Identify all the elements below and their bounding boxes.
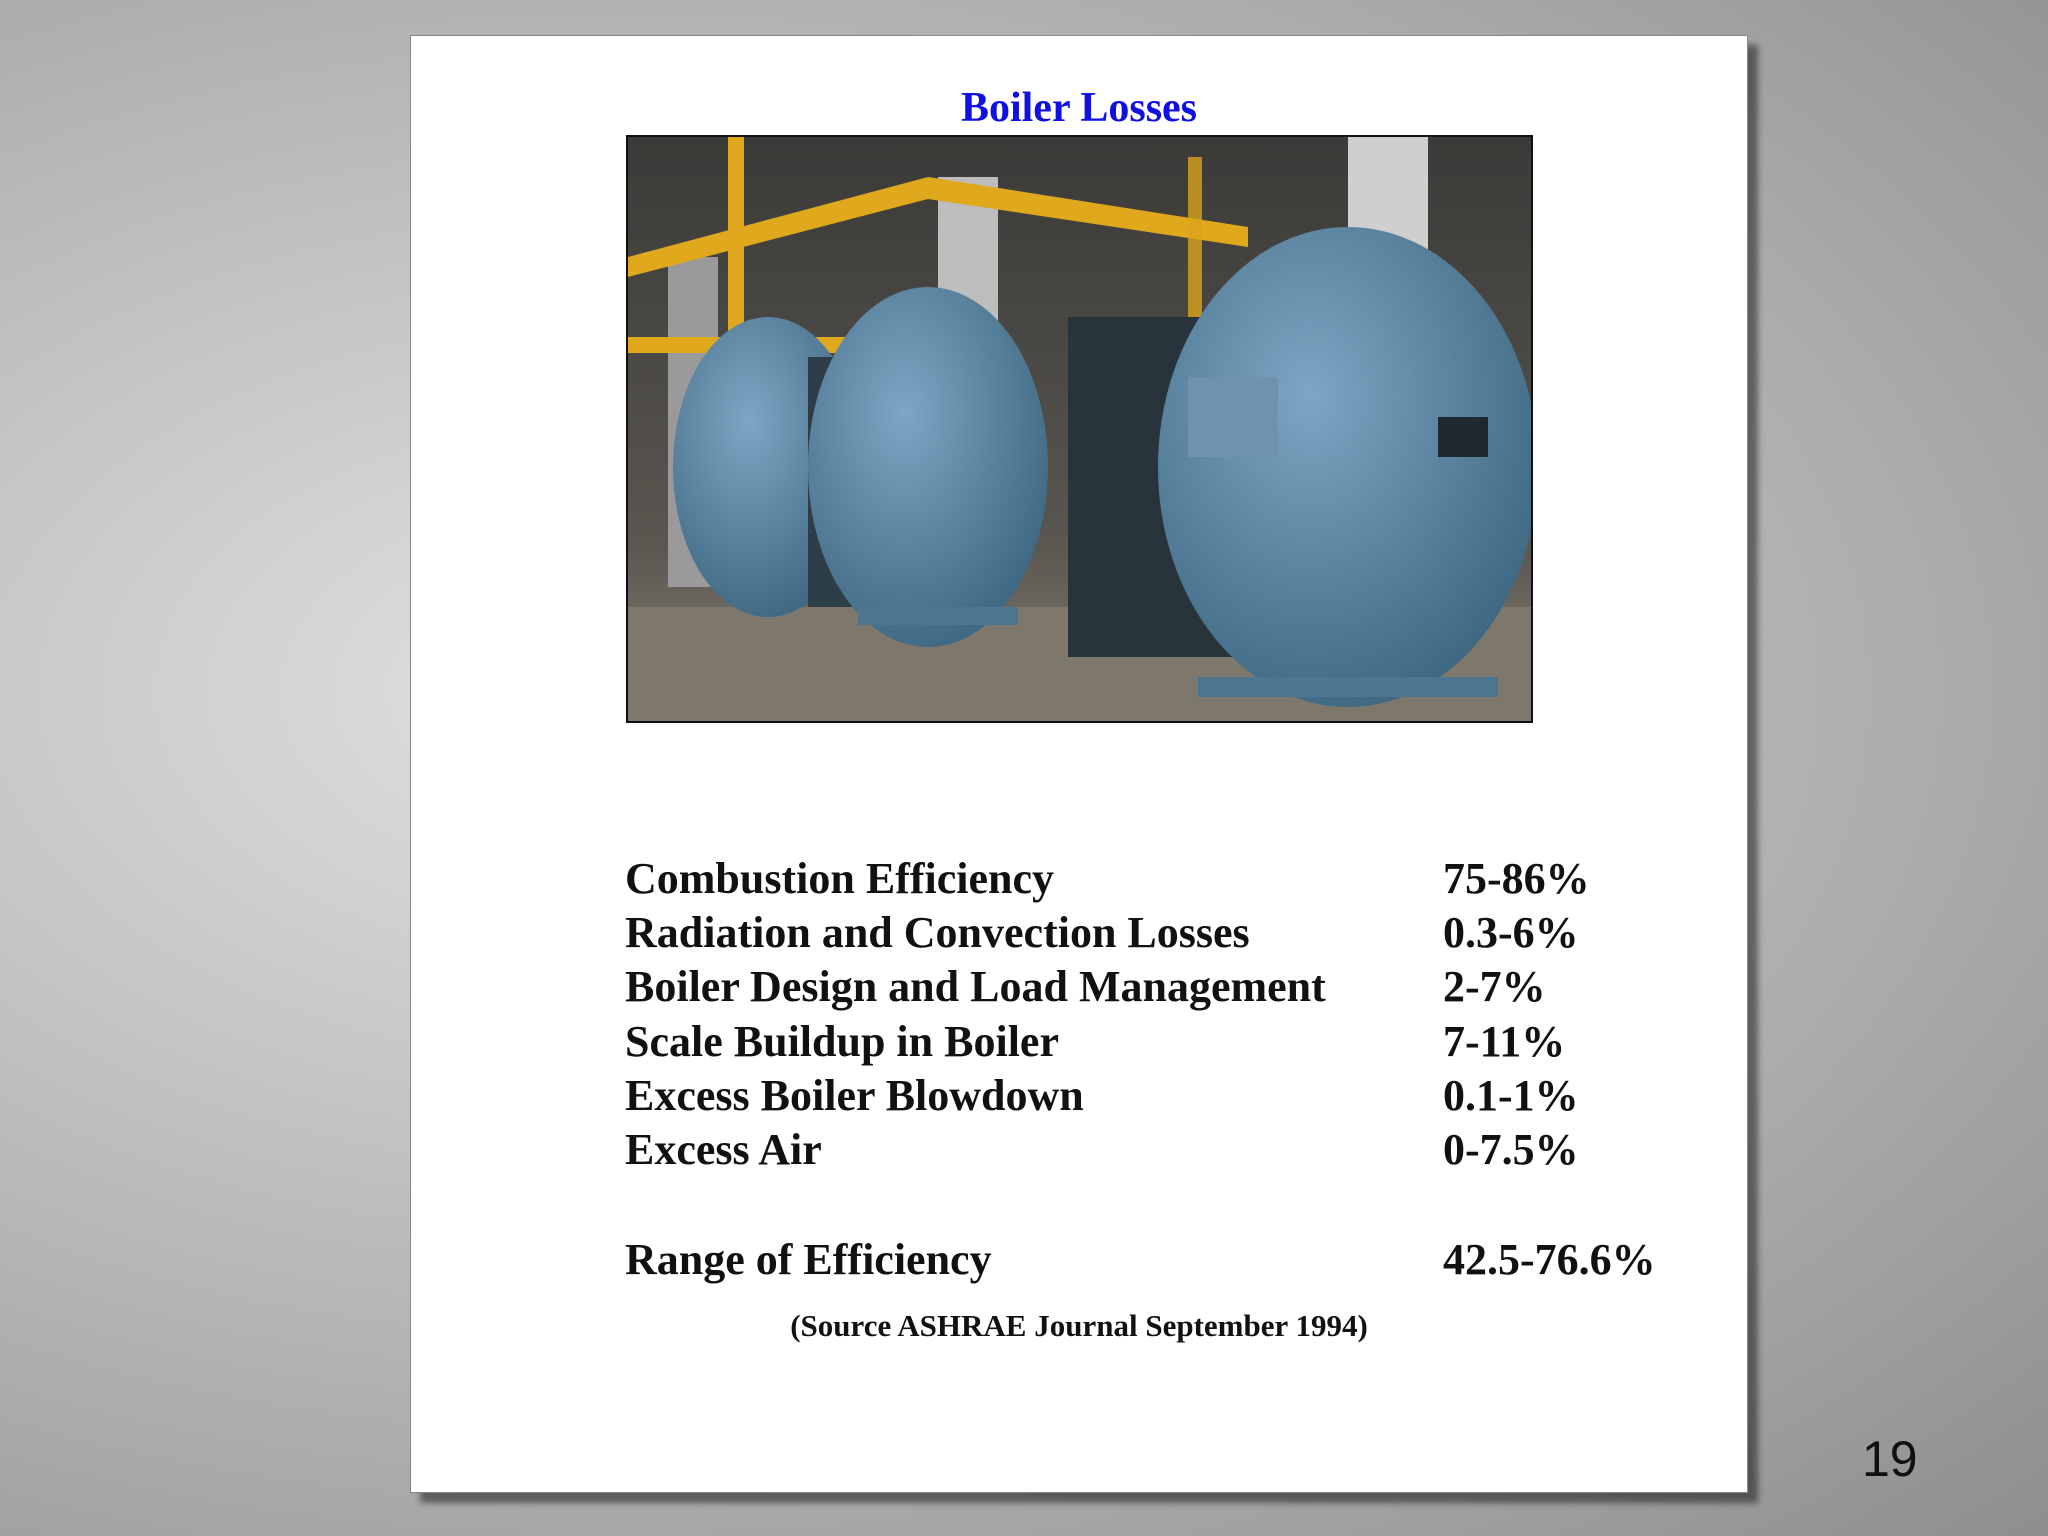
total-row: Range of Efficiency 42.5-76.6% [625,1234,1656,1285]
loss-row: Radiation and Convection Losses 0.3-6% [625,907,1579,958]
row-value: 75-86% [1443,854,1590,903]
loss-row: Scale Buildup in Boiler 7-11% [625,1016,1565,1067]
row-label: Excess Air [625,1125,822,1174]
loss-row: Combustion Efficiency 75-86% [625,853,1590,904]
page: Boiler Losses Combustion Efficiency 75-86… [410,35,1748,1493]
row-value: 2-7% [1443,962,1546,1012]
row-label: Boiler Design and Load Management [625,962,1326,1012]
page-number: 19 [1862,1431,1918,1487]
loss-row: Excess Boiler Blowdown 0.1-1% [625,1070,1579,1121]
row-value: 7-11% [1443,1016,1566,1066]
row-label: Combustion Efficiency [625,854,1054,903]
row-label: Excess Boiler Blowdown [625,1070,1084,1120]
row-label: Range of Efficiency [625,1235,992,1284]
boiler-photo [626,135,1533,723]
row-label: Scale Buildup in Boiler [625,1016,1059,1066]
row-value: 42.5-76.6% [1443,1235,1656,1284]
row-label: Radiation and Convection Losses [625,908,1250,958]
row-value: 0.3-6% [1443,908,1579,958]
source-note: (Source ASHRAE Journal September 1994) [790,1308,1368,1343]
title: Boiler Losses [960,85,1198,131]
row-value: 0-7.5% [1443,1125,1579,1174]
loss-row: Boiler Design and Load Management 2-7% [625,961,1546,1012]
loss-row: Excess Air 0-7.5% [625,1124,1579,1175]
row-value: 0.1-1% [1443,1070,1579,1120]
